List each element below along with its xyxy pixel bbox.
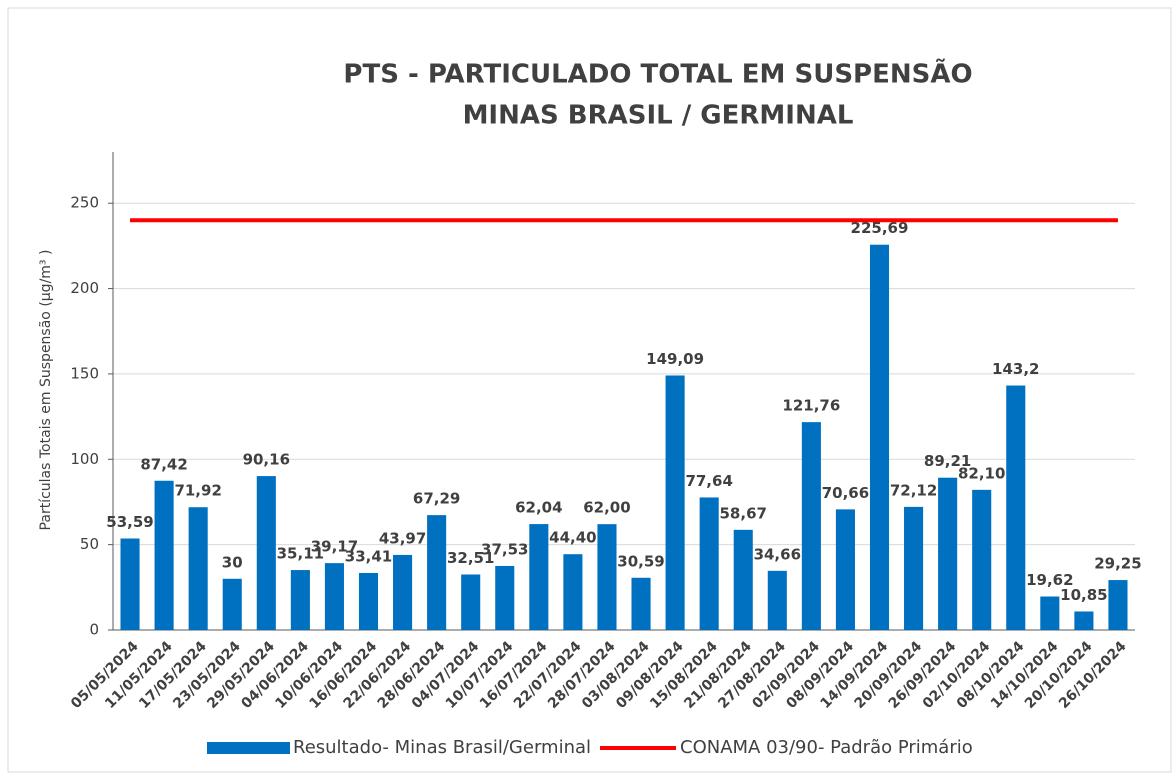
data-label: 82,10 [958, 464, 1005, 482]
data-label: 143,2 [992, 360, 1039, 378]
bar [835, 509, 855, 630]
legend-label: CONAMA 03/90- Padrão Primário [680, 737, 973, 758]
data-label: 35,11 [277, 545, 324, 563]
bar [733, 529, 753, 630]
data-label: 90,16 [243, 451, 290, 469]
data-label: 70,66 [822, 484, 869, 502]
bar [972, 489, 992, 630]
y-tick-label: 50 [80, 535, 99, 553]
bar [1040, 596, 1060, 630]
bar [290, 570, 310, 630]
data-label: 87,42 [140, 455, 187, 473]
bar [699, 497, 719, 630]
bar [597, 524, 617, 630]
data-label: 43,97 [379, 529, 426, 547]
data-label: 53,59 [106, 513, 153, 531]
data-label: 44,40 [549, 529, 596, 547]
data-label: 89,21 [924, 452, 971, 470]
data-label: 225,69 [851, 219, 909, 237]
data-label: 72,12 [890, 481, 937, 499]
y-axis-label: Partículas Totais em Suspensão (µg/m³ ) [38, 250, 54, 531]
bar [767, 570, 787, 630]
data-label: 10,85 [1060, 586, 1107, 604]
data-label: 30 [222, 553, 243, 571]
legend-swatch [207, 742, 290, 754]
bar [1108, 580, 1128, 630]
data-label: 33,41 [345, 547, 392, 565]
bar [938, 477, 958, 630]
data-label: 121,76 [782, 397, 840, 415]
legend-label: Resultado- Minas Brasil/Germinal [293, 737, 591, 758]
data-label: 67,29 [413, 490, 460, 508]
bar [393, 554, 413, 630]
bar [1074, 611, 1094, 630]
data-label: 30,59 [617, 552, 664, 570]
data-label: 71,92 [174, 482, 221, 500]
bar [154, 480, 174, 630]
data-label: 58,67 [720, 504, 767, 522]
bar [665, 375, 685, 630]
data-label: 39,17 [311, 538, 358, 556]
data-label: 19,62 [1026, 571, 1073, 589]
bar [461, 574, 481, 630]
bar [529, 524, 549, 630]
data-label: 77,64 [685, 472, 732, 490]
bar [869, 244, 890, 630]
y-tick-label: 100 [70, 450, 99, 468]
data-label: 62,00 [583, 499, 630, 517]
bar [563, 554, 583, 630]
bar [358, 572, 379, 630]
bar [120, 538, 140, 630]
data-label: 32,51 [447, 549, 494, 567]
y-tick-label: 250 [70, 194, 99, 212]
chart-title: PTS - PARTICULADO TOTAL EM SUSPENSÃO [343, 58, 972, 90]
chart-area [7, 7, 1172, 773]
bar [256, 476, 276, 630]
chart-subtitle: MINAS BRASIL / GERMINAL [463, 101, 854, 131]
data-label: 149,09 [646, 350, 704, 368]
bar [222, 578, 242, 630]
data-label: 34,66 [754, 545, 801, 563]
bar [427, 515, 447, 630]
data-label: 29,25 [1094, 555, 1141, 573]
bar [324, 563, 344, 630]
data-label: 37,53 [481, 540, 528, 558]
bar [1006, 385, 1026, 630]
bar [188, 507, 208, 630]
y-tick-label: 200 [70, 279, 99, 297]
bar [801, 422, 821, 630]
y-tick-label: 0 [89, 621, 99, 639]
y-tick-label: 150 [70, 364, 99, 382]
bar [495, 565, 515, 630]
bar [631, 577, 651, 630]
data-label: 62,04 [515, 499, 562, 517]
bar [904, 506, 924, 630]
